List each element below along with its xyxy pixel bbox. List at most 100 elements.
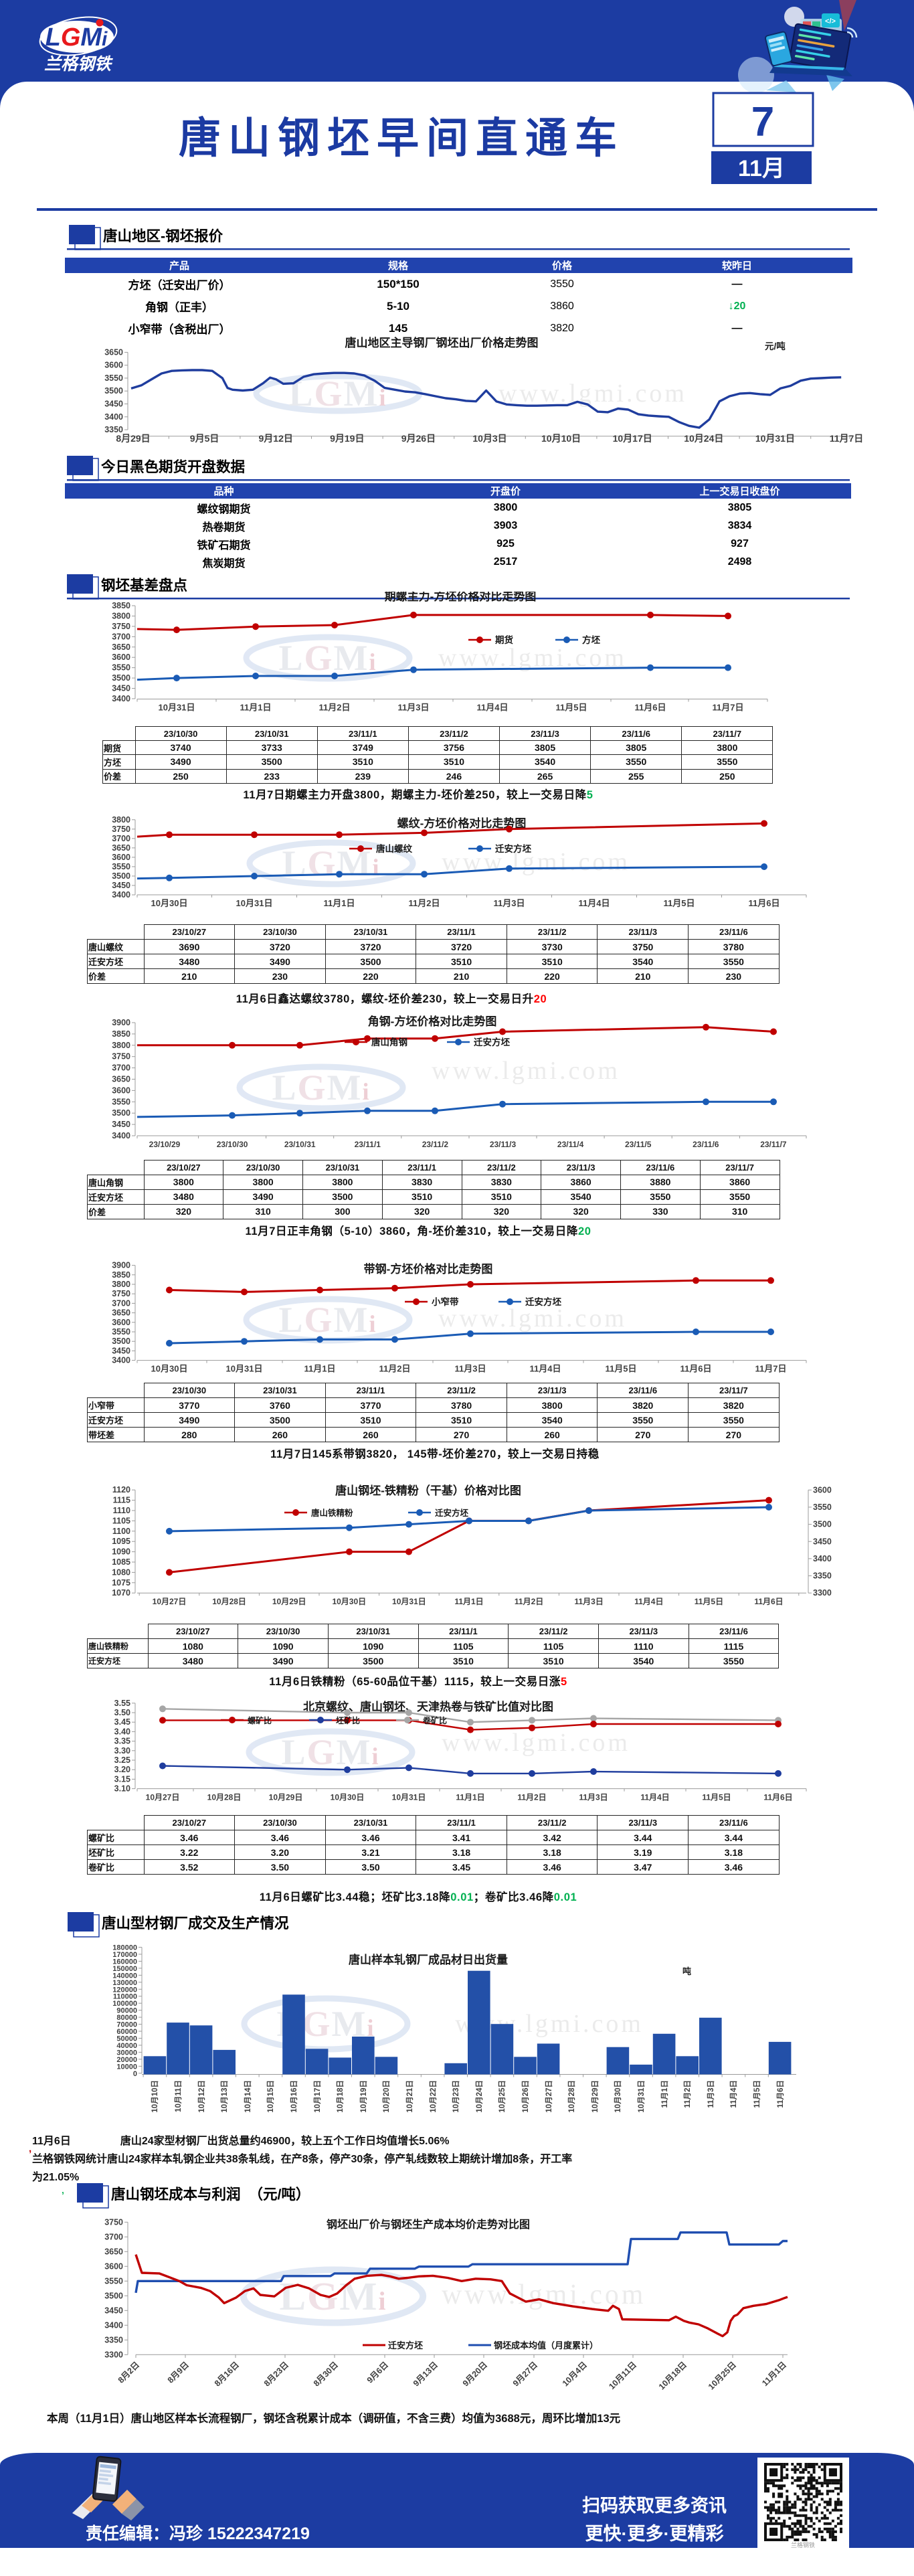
- svg-text:11月3日: 11月3日: [575, 1597, 604, 1606]
- svg-text:10月31日: 10月31日: [159, 703, 195, 713]
- svg-text:8月16日: 8月16日: [213, 2360, 241, 2388]
- svg-text:3650: 3650: [104, 2247, 123, 2256]
- svg-text:80000: 80000: [116, 2014, 137, 2022]
- svg-text:3550: 3550: [112, 1327, 130, 1337]
- svg-text:3.55: 3.55: [114, 1699, 130, 1708]
- svg-text:3550: 3550: [112, 1097, 130, 1106]
- svg-text:10月12日: 10月12日: [197, 2080, 206, 2113]
- svg-text:9月19日: 9月19日: [330, 433, 364, 444]
- svg-text:11月1日: 11月1日: [454, 1597, 483, 1606]
- svg-text:3600: 3600: [104, 361, 123, 370]
- svg-text:50000: 50000: [116, 2035, 137, 2043]
- svg-text:10月10日: 10月10日: [151, 2080, 159, 2113]
- svg-text:更快·更多·更精彩: 更快·更多·更精彩: [585, 2524, 724, 2544]
- svg-text:3700: 3700: [112, 1063, 130, 1073]
- svg-text:3400: 3400: [112, 694, 130, 703]
- svg-text:3450: 3450: [104, 400, 123, 409]
- svg-text:11月6日: 11月6日: [754, 1597, 783, 1606]
- svg-text:兰格钢铁: 兰格钢铁: [791, 2541, 815, 2549]
- svg-text:30000: 30000: [116, 2049, 137, 2057]
- svg-text:3450: 3450: [112, 881, 130, 890]
- svg-text:0: 0: [133, 2070, 137, 2078]
- svg-text:10000: 10000: [116, 2063, 137, 2071]
- svg-text:10月16日: 10月16日: [290, 2080, 298, 2113]
- svg-text:11月2日: 11月2日: [517, 1793, 546, 1802]
- svg-text:11月6日: 11月6日: [749, 898, 780, 908]
- svg-text:11月3日: 11月3日: [455, 1364, 486, 1374]
- svg-text:1120: 1120: [112, 1485, 130, 1494]
- svg-text:11月5日: 11月5日: [695, 1597, 723, 1606]
- svg-text:3600: 3600: [112, 1318, 130, 1327]
- svg-text:3300: 3300: [104, 2350, 123, 2359]
- svg-text:3500: 3500: [813, 1520, 832, 1529]
- svg-text:3450: 3450: [104, 2306, 123, 2315]
- svg-text:3500: 3500: [112, 1337, 130, 1346]
- svg-text:3.20: 3.20: [114, 1765, 130, 1774]
- svg-text:3600: 3600: [112, 1086, 130, 1095]
- svg-text:11月5日: 11月5日: [702, 1793, 731, 1802]
- svg-text:唐山铁精粉: 唐山铁精粉: [311, 1508, 353, 1518]
- svg-text:11月1日: 11月1日: [760, 2360, 788, 2388]
- svg-text:3400: 3400: [813, 1554, 832, 1563]
- svg-text:3550: 3550: [104, 2276, 123, 2286]
- svg-text:1080: 1080: [112, 1567, 130, 1577]
- svg-text:1095: 1095: [112, 1537, 130, 1546]
- svg-text:10月29日: 10月29日: [591, 2080, 600, 2113]
- svg-text:10月31日: 10月31日: [392, 1793, 426, 1802]
- svg-text:10月27日: 10月27日: [545, 2080, 553, 2113]
- svg-text:钢坯出厂价与钢坯生产成本均价走势对比图: 钢坯出厂价与钢坯生产成本均价走势对比图: [327, 2218, 530, 2231]
- svg-text:唐山钢坯成本与利润 （元/吨）: 唐山钢坯成本与利润 （元/吨）: [111, 2186, 310, 2203]
- svg-text:11月5日: 11月5日: [606, 1364, 637, 1374]
- svg-text:10月21日: 10月21日: [405, 2080, 414, 2113]
- svg-text:10月30日: 10月30日: [151, 898, 188, 908]
- svg-text:10月13日: 10月13日: [220, 2080, 229, 2113]
- svg-text:唐山角钢: 唐山角钢: [371, 1037, 407, 1047]
- svg-text:120000: 120000: [112, 1986, 137, 1994]
- svg-text:1090: 1090: [112, 1547, 130, 1557]
- svg-text:20000: 20000: [116, 2056, 137, 2064]
- svg-text:23/11/7: 23/11/7: [760, 1140, 787, 1149]
- svg-text:11月2日: 11月2日: [409, 898, 440, 908]
- svg-text:唐山钢坯-铁精粉（干基）价格对比图: 唐山钢坯-铁精粉（干基）价格对比图: [335, 1484, 521, 1497]
- svg-text:23/11/4: 23/11/4: [557, 1140, 584, 1149]
- svg-text:3600: 3600: [813, 1485, 832, 1494]
- svg-text:7: 7: [751, 99, 774, 145]
- svg-text:3500: 3500: [104, 2291, 123, 2300]
- svg-text:迁安方坯: 迁安方坯: [495, 843, 531, 854]
- svg-text:3400: 3400: [112, 1356, 130, 1365]
- svg-text:3.30: 3.30: [114, 1746, 130, 1755]
- svg-text:11月4日: 11月4日: [729, 2080, 738, 2108]
- svg-text:3.15: 3.15: [114, 1774, 130, 1784]
- svg-text:3450: 3450: [813, 1537, 832, 1546]
- svg-text:坯矿比: 坯矿比: [336, 1715, 360, 1725]
- svg-text:迁安方坯: 迁安方坯: [525, 1296, 561, 1307]
- svg-text:3650: 3650: [112, 1075, 130, 1084]
- svg-text:10月25日: 10月25日: [498, 2080, 507, 2113]
- svg-text:11月3日: 11月3日: [494, 898, 525, 908]
- svg-text:10月4日: 10月4日: [561, 2360, 589, 2388]
- svg-text:今日黑色期货开盘数据: 今日黑色期货开盘数据: [101, 458, 245, 475]
- svg-text:3800: 3800: [112, 1041, 130, 1050]
- svg-text:唐山地区-钢坯报价: 唐山地区-钢坯报价: [103, 228, 223, 244]
- svg-text:3750: 3750: [112, 1289, 130, 1298]
- svg-text:11月3日: 11月3日: [707, 2080, 715, 2108]
- svg-text:11月6日: 11月6日: [763, 1793, 792, 1802]
- svg-text:3300: 3300: [813, 1588, 832, 1598]
- svg-text:唐山螺纹: 唐山螺纹: [376, 843, 412, 854]
- svg-text:11月7日: 11月7日: [830, 433, 864, 444]
- svg-text:10月11日: 10月11日: [607, 2360, 638, 2391]
- svg-text:唐山样本轧钢厂成品材日出货量: 唐山样本轧钢厂成品材日出货量: [349, 1953, 508, 1966]
- svg-text:3650: 3650: [112, 642, 130, 652]
- svg-text:3800: 3800: [112, 611, 130, 620]
- svg-text:3550: 3550: [813, 1502, 832, 1512]
- svg-text:10月11日: 10月11日: [174, 2080, 183, 2112]
- svg-text:9月6日: 9月6日: [365, 2360, 390, 2385]
- svg-text:扫码获取更多资讯: 扫码获取更多资讯: [582, 2496, 727, 2516]
- svg-text:10月30日: 10月30日: [331, 1793, 365, 1802]
- svg-text:11月2日: 11月2日: [683, 2080, 692, 2108]
- svg-text:兰格钢铁: 兰格钢铁: [44, 55, 113, 74]
- svg-text:小窄带: 小窄带: [432, 1296, 459, 1307]
- svg-text:3350: 3350: [104, 425, 123, 434]
- svg-text:10月27日: 10月27日: [153, 1597, 187, 1606]
- svg-text:3550: 3550: [112, 862, 130, 871]
